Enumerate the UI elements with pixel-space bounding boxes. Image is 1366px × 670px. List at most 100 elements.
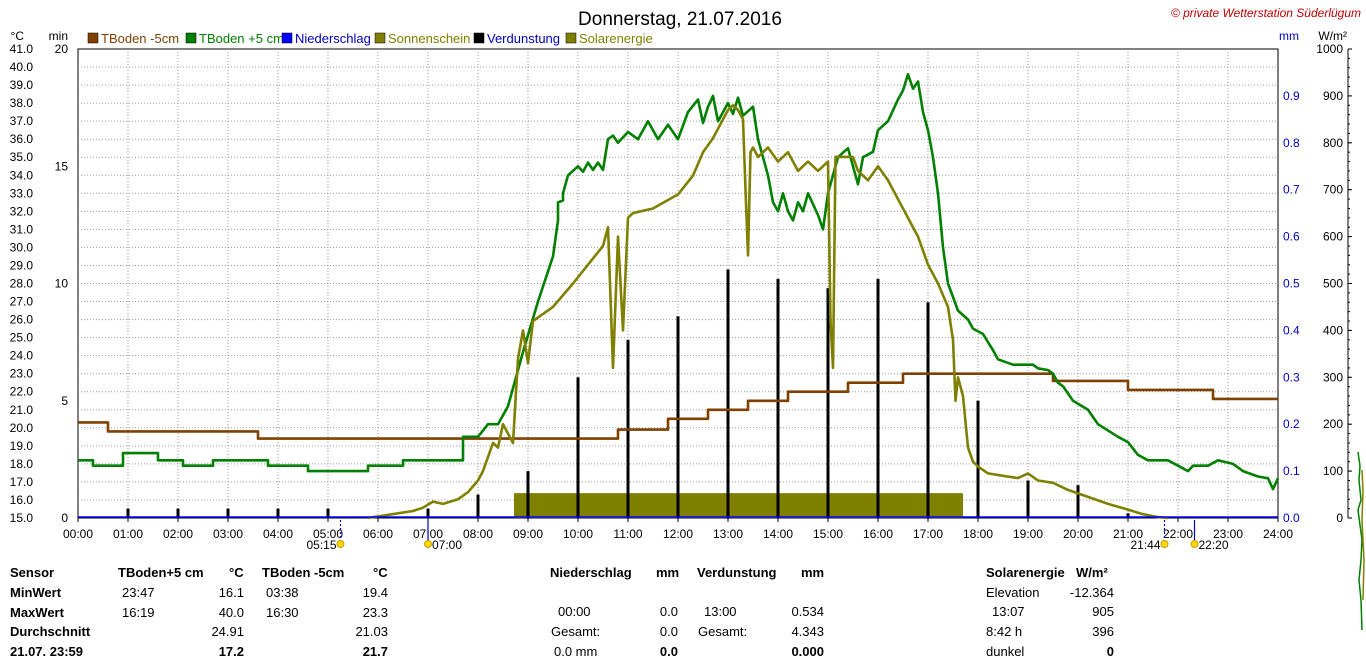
tb5-avg: 24.91 (211, 624, 244, 639)
y-tick-wm2: 400 (1323, 323, 1343, 337)
tb5-min-time: 23:47 (122, 585, 155, 600)
y-tick-celsius: 35.0 (10, 150, 34, 164)
sun-marker-label: 07:00 (432, 538, 462, 552)
legend-swatch (281, 32, 293, 44)
x-tick-label: 18:00 (963, 527, 993, 541)
x-tick-label: 13:00 (713, 527, 743, 541)
evap-unit: mm (801, 565, 825, 580)
x-tick-label: 16:00 (863, 527, 893, 541)
y-tick-wm2: 200 (1323, 417, 1343, 431)
x-tick-label: 17:00 (913, 527, 943, 541)
tboden-5-cm-line (78, 73, 1280, 491)
y-tick-celsius: 32.0 (10, 204, 34, 218)
tbm5-header: TBoden -5cm (262, 565, 345, 580)
unit-celsius: °C (11, 29, 25, 43)
y-tick-celsius: 22.0 (10, 385, 34, 399)
verdunstung-bar (526, 471, 530, 518)
copyright-text: © private Wetterstation Süderlügum (1171, 6, 1361, 20)
evap-current: 0.000 (791, 644, 824, 659)
x-tick-label: 09:00 (513, 527, 543, 541)
solar-unit: W/m² (1076, 565, 1108, 580)
x-tick-label: 06:00 (363, 527, 393, 541)
sun-icon (336, 540, 345, 548)
x-tick-label: 22:00 (1163, 527, 1193, 541)
y-tick-minutes: 15 (55, 159, 69, 173)
y-tick-wm2: 0 (1336, 511, 1343, 525)
legend-label: Niederschlag (295, 31, 371, 46)
evap-time: 13:00 (704, 604, 737, 619)
y-tick-minutes: 10 (55, 277, 69, 291)
y-tick-wm2: 800 (1323, 136, 1343, 150)
verdunstung-bar (1126, 513, 1130, 518)
y-tick-wm2: 300 (1323, 370, 1343, 384)
verdunstung-bar (676, 316, 680, 518)
verdunstung-bar (1076, 485, 1080, 518)
chart-title: Donnerstag, 21.07.2016 (578, 9, 782, 30)
verdunstung-bar (976, 400, 980, 518)
evap-total: 4.343 (791, 624, 824, 639)
verdunstung-bar (826, 288, 830, 518)
tbm5-current: 21.7 (362, 644, 388, 659)
evap-max: 0.534 (791, 604, 824, 619)
chart-legend: TBoden -5cm TBoden +5 cm Niederschlag Sonne… (87, 31, 653, 46)
tbm5-unit: °C (373, 565, 388, 580)
y-tick-celsius: 30.0 (10, 240, 34, 254)
rain-current-label: 0.0 mm (554, 644, 598, 659)
y-tick-celsius: 34.0 (10, 168, 34, 182)
y-tick-celsius: 41.0 (10, 42, 34, 56)
row-current-date: 21.07. 23:59 (10, 644, 84, 659)
row-minwert: MinWert (10, 585, 62, 600)
y-tick-celsius: 15.0 (10, 511, 34, 525)
y-tick-wm2: 700 (1323, 183, 1343, 197)
sun-marker-label: 22:20 (1199, 538, 1229, 552)
solarenergie-area (514, 493, 963, 518)
sun-markers: 05:15 07:00 21:44 22:20 (306, 520, 1229, 552)
sonnenschein-line (367, 104, 1169, 520)
rain-total-label: Gesamt: (551, 624, 601, 639)
legend-swatch (374, 32, 386, 44)
tb5-unit: °C (229, 565, 244, 580)
solar-elev: -12.364 (1069, 585, 1114, 600)
sun-marker-label: 05:15 (306, 538, 336, 552)
y-tick-mm: 0.5 (1283, 277, 1300, 291)
legend-label: Verdunstung (487, 31, 560, 46)
rain-max: 0.0 (659, 604, 678, 619)
unit-wm2: W/m² (1318, 29, 1347, 43)
legend-swatch (473, 32, 485, 44)
tbm5-min: 19.4 (362, 585, 388, 600)
x-tick-label: 12:00 (663, 527, 693, 541)
y-tick-celsius: 17.0 (10, 475, 34, 489)
y-tick-wm2: 900 (1323, 89, 1343, 103)
sun-marker-label: 21:44 (1130, 538, 1160, 552)
y-tick-minutes: 5 (61, 394, 68, 408)
x-tick-label: 03:00 (213, 527, 243, 541)
tb5-current: 17.2 (218, 644, 244, 659)
verdunstung-bar (476, 494, 480, 518)
x-tick-label: 04:00 (263, 527, 293, 541)
evap-header: Verdunstung (697, 565, 777, 580)
verdunstung-bar (226, 508, 230, 518)
y-tick-wm2: 1000 (1316, 42, 1343, 56)
x-axis-ticks: 00:00 01:00 02:00 03:00 04:00 05:00 06:00 07:00… (63, 518, 1293, 541)
rain-unit: mm (656, 565, 680, 580)
y-tick-mm: 0.8 (1283, 136, 1300, 150)
tbm5-avg: 21.03 (355, 624, 388, 639)
solar-dark: 0 (1106, 644, 1114, 659)
tb5-min: 16.1 (218, 585, 244, 600)
x-tick-label: 01:00 (113, 527, 143, 541)
y-tick-mm: 0.7 (1283, 183, 1300, 197)
y-tick-celsius: 36.0 (10, 132, 34, 146)
y-tick-celsius: 18.0 (10, 457, 34, 471)
tbm5-max: 23.3 (362, 605, 388, 620)
y-tick-wm2: 100 (1323, 464, 1343, 478)
unit-minutes: min (49, 29, 68, 43)
y-tick-mm: 0.2 (1283, 417, 1300, 431)
y-tick-mm: 0.3 (1283, 370, 1300, 384)
legend-swatch (87, 32, 99, 44)
x-tick-label: 02:00 (163, 527, 193, 541)
y-tick-celsius: 25.0 (10, 331, 34, 345)
x-tick-label: 20:00 (1063, 527, 1093, 541)
y-tick-wm2: 500 (1323, 277, 1343, 291)
y-tick-mm: 0.1 (1283, 464, 1300, 478)
